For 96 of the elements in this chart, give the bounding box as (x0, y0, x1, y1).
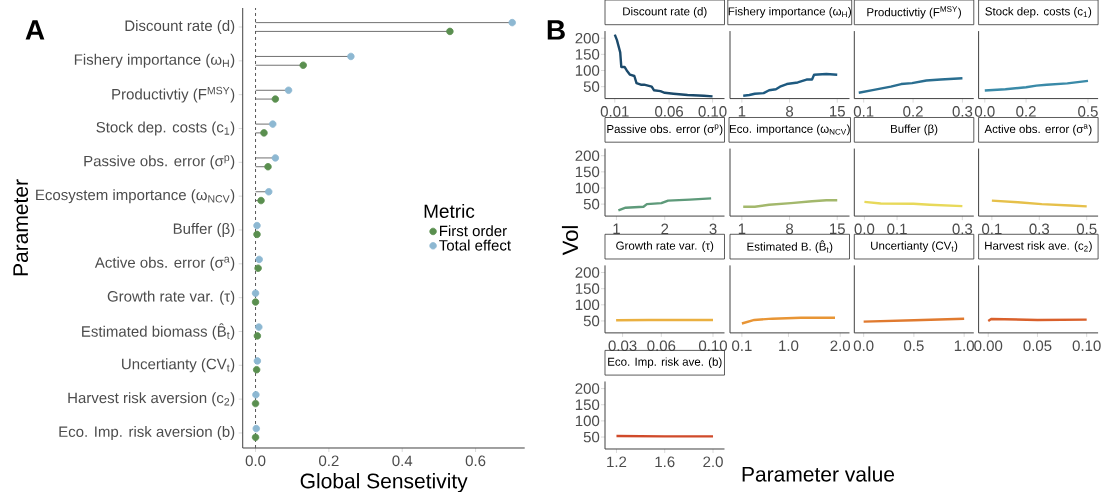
x-tick-label: 0.2 (1016, 106, 1036, 117)
y-tick-label: 100 (575, 415, 600, 427)
x-tick-label: 1 (613, 223, 620, 234)
x-tick-label: 1 (738, 223, 746, 234)
x-tick-label: 0.03 (608, 340, 637, 352)
x-tick-label: 0.0 (974, 106, 995, 117)
x-tick-label: 0.10 (1072, 340, 1101, 352)
x-tick-label: 0.06 (655, 106, 684, 117)
y-tick-label: 50 (583, 81, 600, 92)
y-tick-label: Estimated biomass (B̂$_{t}$) (82, 323, 235, 340)
y-tick-label: 200 (575, 32, 600, 44)
legend-title: Metric (424, 203, 475, 218)
y-tick-label: 50 (583, 198, 600, 210)
y-tick-label: 150 (575, 283, 600, 294)
text: A (25, 20, 45, 40)
y-tick-label: Uncertianty (CV$_{t}$) (122, 358, 235, 373)
x-tick-label: 0.0 (245, 455, 266, 467)
chart-title: Active obs. error (σ$^{a}$) (984, 124, 1092, 136)
x-tick-label: 0.0 (853, 340, 874, 352)
x-tick-label: 0.1 (732, 340, 752, 352)
y-tick-label: Discount rate (d) (125, 20, 235, 34)
y-tick-label: Eco. Imp. risk aversion (b) (59, 425, 235, 440)
x-tick-label: 1.0 (779, 340, 799, 352)
chart-title: Growth rate var. (τ) (616, 241, 714, 252)
x-tick-label: 0.6 (465, 455, 486, 467)
chart-title: Eco. importance (ω$_{NCV}$) (729, 124, 850, 136)
y-tick-label: Productivtiy (F$^{MSY}$) (112, 86, 235, 103)
y-tick-label: 150 (575, 399, 600, 411)
x-tick-label: 2 (661, 223, 669, 235)
y-axis-title: Parameter (13, 179, 29, 276)
x-tick-label: 1.2 (607, 456, 627, 467)
x-tick-label: 0.2 (319, 455, 339, 467)
x-tick-label: 0.1 (853, 106, 874, 117)
x-tick-label: 0.3 (952, 223, 973, 235)
chart-title: Eco. Imp. risk ave. (b) (608, 357, 722, 369)
x-tick-label: 1 (738, 106, 746, 117)
chart-title: Buffer (β) (891, 124, 938, 136)
x-tick-label: 8 (786, 223, 794, 235)
x-tick-label: 0.5 (1078, 106, 1098, 117)
x-tick-label: 0.1 (982, 223, 1002, 235)
x-tick-label: 0.05 (1023, 340, 1052, 352)
chart-title: Fishery importance (ω$_{H}$) (728, 6, 852, 18)
y-axis-title: Vol (561, 226, 579, 256)
x-tick-label: 15 (830, 223, 845, 235)
x-tick-label: 0.5 (1076, 223, 1097, 235)
x-tick-label: 0.10 (698, 340, 727, 352)
y-tick-label: 100 (575, 65, 600, 76)
x-tick-label: 0.4 (392, 455, 413, 467)
chart-title: Discount rate (d) (623, 6, 707, 18)
y-tick-label: 50 (583, 315, 600, 327)
x-axis-title: Global Sensetivity (300, 473, 468, 492)
x-tick-label: 3 (709, 223, 717, 235)
legend-label: Total effect (439, 239, 511, 251)
y-tick-label: Passive obs. error (σ$^{p}$) (84, 155, 235, 170)
y-tick-label: 200 (575, 267, 600, 278)
x-tick-label: 0.1 (887, 223, 907, 235)
x-tick-label: 0.00 (974, 340, 1003, 352)
x-tick-label: 8 (786, 106, 794, 117)
y-tick-label: 200 (575, 150, 600, 161)
x-tick-label: 0.10 (698, 106, 727, 117)
x-tick-label: 1.6 (655, 456, 675, 468)
x-tick-label: 0.2 (903, 106, 923, 117)
chart-title: Stock dep. costs (c$_{1}$) (985, 6, 1092, 18)
x-tick-label: 2.0 (703, 456, 723, 468)
y-tick-label: 150 (575, 166, 600, 178)
x-tick-label: 15 (830, 106, 845, 117)
y-tick-label: Stock dep. costs (c$_{1}$) (96, 121, 235, 136)
y-tick-label: 50 (583, 431, 600, 443)
y-tick-label: Ecosystem importance (ω$_{NCV}$) (36, 189, 235, 204)
chart-title: Uncertianty (CV$_{t}$) (871, 241, 958, 252)
x-tick-label: 0.01 (600, 106, 629, 117)
legend-label: First order (440, 225, 507, 237)
x-tick-label: 1.0 (954, 340, 974, 352)
y-tick-label: 100 (575, 299, 600, 311)
y-tick-label: Growth rate var. (τ) (107, 290, 235, 305)
y-tick-label: Harvest risk aversion (c$_{2}$) (68, 392, 235, 407)
y-tick-label: 150 (575, 49, 600, 60)
text: B (547, 20, 565, 40)
x-tick-label: 0.5 (904, 340, 924, 352)
x-tick-label: 0.3 (1029, 223, 1050, 235)
y-tick-label: 200 (575, 383, 600, 394)
chart-title: Passive obs. error (σ$^{p}$) (607, 124, 723, 136)
chart-title: Estimated B. (B̂$_{t}$) (747, 240, 833, 253)
x-tick-label: 0.0 (854, 223, 875, 235)
line-series (617, 197, 713, 212)
y-tick-label: Buffer (β) (173, 223, 235, 237)
y-tick-label: Fishery importance (ω$_{H}$) (74, 53, 235, 68)
x-tick-label: 0.06 (647, 340, 676, 352)
line-series (613, 33, 714, 98)
y-tick-label: Active obs. error (σ$^{a}$) (94, 256, 235, 271)
chart-title: Harvest risk ave. (c$_{2}$) (985, 241, 1092, 252)
y-tick-label: 100 (575, 182, 600, 194)
x-tick-label: 0.3 (952, 106, 973, 117)
chart-title: Productivtiy (F$^{MSY}$) (867, 6, 961, 19)
x-axis-title: Parameter value (742, 466, 895, 482)
x-tick-label: 2.0 (830, 340, 851, 352)
